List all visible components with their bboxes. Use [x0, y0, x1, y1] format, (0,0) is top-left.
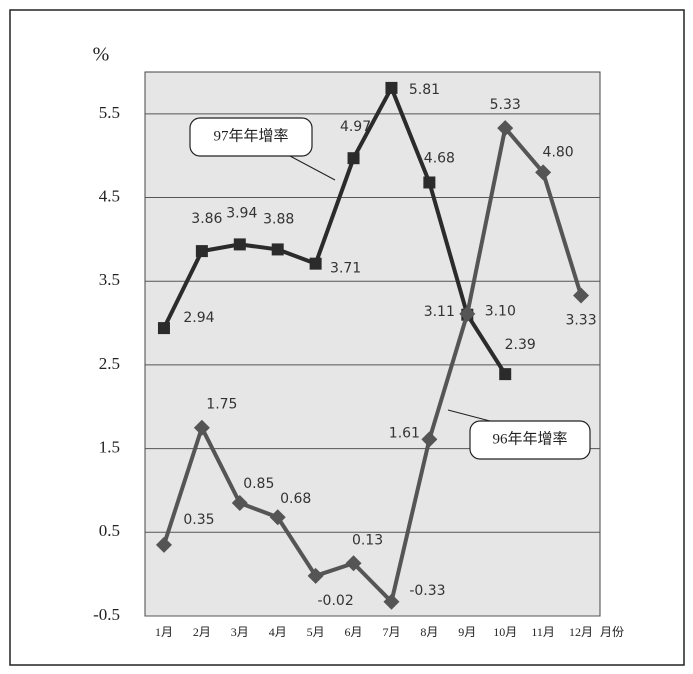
x-tick-label: 3月	[231, 625, 249, 639]
x-tick-label: 11月	[531, 625, 555, 639]
callout-pointer	[289, 155, 336, 181]
x-tick-label: 2月	[193, 625, 211, 639]
data-label: 1.61	[389, 425, 420, 441]
plot-area	[144, 71, 601, 617]
marker	[271, 243, 284, 256]
data-label: 0.85	[243, 476, 274, 492]
data-label: 0.35	[183, 512, 214, 528]
x-tick-label: 9月	[458, 625, 476, 639]
marker	[231, 495, 248, 512]
data-label: 4.80	[543, 144, 574, 160]
marker	[423, 176, 436, 189]
marker	[157, 322, 170, 335]
x-tick-label: 1月	[155, 625, 173, 639]
marker	[345, 555, 362, 572]
marker	[535, 164, 552, 181]
x-tick-label: 7月	[382, 625, 400, 639]
marker	[155, 536, 172, 553]
y-tick-label: 4.5	[99, 186, 120, 205]
marker	[421, 431, 438, 448]
data-label: 1.75	[206, 397, 237, 413]
data-label: 3.11	[424, 304, 455, 320]
y-tick-label: -0.5	[93, 605, 120, 624]
data-label: -0.02	[318, 593, 354, 609]
marker	[385, 81, 398, 94]
marker	[347, 152, 360, 165]
marker	[573, 287, 590, 304]
marker	[459, 305, 476, 322]
data-label: 3.33	[565, 312, 596, 328]
marker	[499, 368, 512, 381]
marker	[497, 120, 514, 137]
marker	[193, 419, 210, 436]
frame	[9, 9, 685, 666]
data-label: 2.39	[505, 337, 536, 353]
data-label: 3.86	[191, 211, 222, 227]
marker	[195, 245, 208, 258]
x-tick-label: 6月	[345, 625, 363, 639]
data-label: 3.88	[263, 211, 294, 227]
data-label: 5.81	[409, 82, 440, 98]
y-axis-label: %	[93, 44, 110, 66]
marker	[233, 238, 246, 251]
legend-label: 97年年增率	[213, 127, 288, 144]
y-tick-label: 2.5	[99, 354, 120, 373]
series-line	[162, 85, 507, 376]
marker	[309, 257, 322, 270]
data-label: 4.68	[424, 150, 455, 166]
data-label: 3.71	[330, 261, 361, 277]
y-tick-label: 3.5	[99, 270, 120, 289]
data-label: 3.10	[485, 304, 516, 320]
data-label: 2.94	[183, 310, 214, 326]
data-label: 3.94	[226, 205, 257, 221]
callout-box	[189, 117, 313, 157]
x-tick-label: 12月	[569, 625, 593, 639]
data-label: 0.68	[280, 491, 311, 507]
callout-box	[469, 420, 591, 460]
marker	[269, 509, 286, 526]
data-label: -0.33	[409, 583, 445, 599]
y-tick-label: 0.5	[99, 521, 120, 540]
x-tick-label: 10月	[493, 625, 517, 639]
marker	[307, 567, 324, 584]
x-axis-label: 月份	[600, 625, 624, 639]
data-label: 0.13	[352, 532, 383, 548]
x-tick-label: 4月	[269, 625, 287, 639]
x-tick-label: 8月	[420, 625, 438, 639]
data-label: 4.97	[340, 119, 371, 135]
data-label: 5.33	[490, 97, 521, 113]
marker	[383, 593, 400, 610]
y-tick-label: 1.5	[99, 438, 120, 457]
legend-label: 96年年增率	[492, 430, 567, 447]
callout-pointer	[447, 409, 491, 422]
x-tick-label: 5月	[307, 625, 325, 639]
y-tick-label: 5.5	[99, 103, 120, 122]
series-line	[162, 126, 583, 604]
